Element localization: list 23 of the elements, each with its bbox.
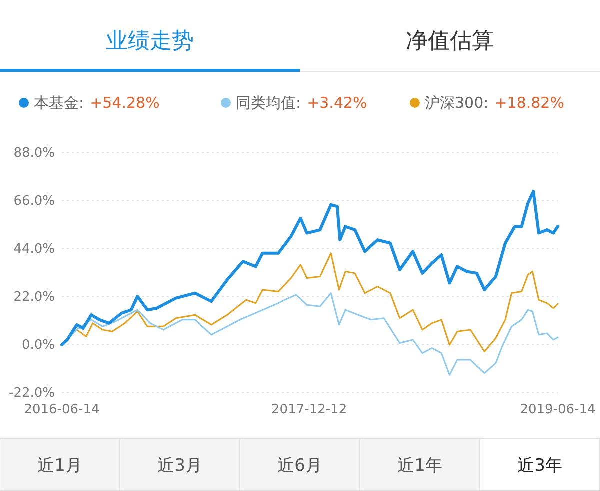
y-tick-label: 88.0% bbox=[14, 146, 55, 162]
line-series bbox=[60, 190, 560, 346]
x-tick-label: 2019-06-14 bbox=[520, 402, 596, 418]
text: +18.82% bbox=[494, 94, 564, 112]
text: 近1月 bbox=[38, 456, 82, 476]
text: 近3年 bbox=[518, 456, 562, 476]
y-tick-label: 44.0% bbox=[14, 242, 55, 258]
y-tick-label: 0.0% bbox=[22, 338, 55, 354]
text: +3.42% bbox=[307, 94, 368, 112]
text: 近3月 bbox=[158, 456, 202, 476]
legend-label: 本基金: bbox=[34, 94, 84, 112]
y-tick-label: 22.0% bbox=[14, 290, 55, 306]
x-tick-label: 2017-12-12 bbox=[272, 402, 348, 418]
y-tick-label: -22.0% bbox=[9, 386, 55, 402]
legend-label: 同类均值: bbox=[236, 94, 302, 112]
legend-label: 沪深300: bbox=[425, 94, 489, 112]
text: 近6月 bbox=[278, 456, 322, 476]
chart-title: 业绩走势 bbox=[106, 29, 194, 54]
x-tick-label: 2016-06-14 bbox=[24, 402, 100, 418]
y-tick-label: 66.0% bbox=[14, 194, 55, 210]
text: +54.28% bbox=[90, 94, 160, 112]
text: 净值估算 bbox=[406, 29, 494, 54]
text: 近1年 bbox=[398, 456, 442, 476]
